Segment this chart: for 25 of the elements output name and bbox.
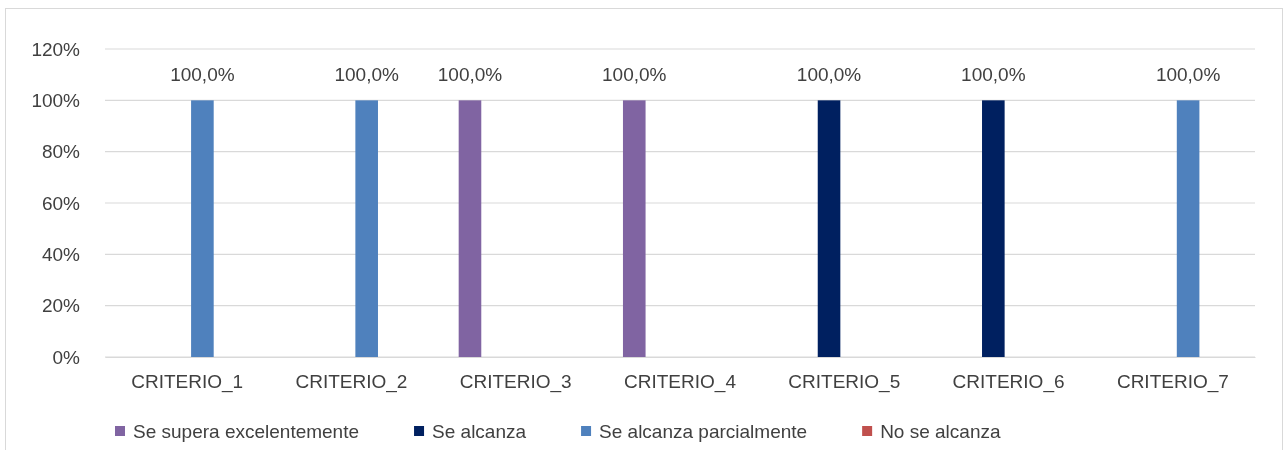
legend-label: No se alcanza [880,420,1001,442]
data-label: 100,0% [796,64,862,86]
y-tick-label: 20% [41,295,81,317]
data-label: 100,0% [334,64,399,86]
data-label: 100,0% [1155,64,1221,86]
legend-label: Se alcanza [432,420,527,442]
x-tick-label: CRITERIO_4 [624,371,737,394]
x-tick-label: CRITERIO_5 [788,371,901,394]
data-label: 100,0% [170,64,235,86]
x-tick-label: CRITERIO_3 [459,371,572,394]
legend-label: Se alcanza parcialmente [599,420,808,442]
x-tick-label: CRITERIO_1 [131,371,244,394]
data-label: 100,0% [602,64,667,86]
x-tick-label: CRITERIO_6 [952,371,1065,394]
y-tick-label: 80% [41,141,81,163]
data-label: 100,0% [961,64,1026,86]
y-tick-label: 40% [41,243,81,265]
x-tick-label: CRITERIO_2 [295,371,408,394]
y-tick-label: 100% [31,89,81,111]
x-tick-label: CRITERIO_7 [1116,371,1229,394]
y-tick-label: 0% [52,346,81,368]
data-label: 100,0% [437,64,503,86]
y-tick-label: 60% [41,192,81,214]
legend-label: Se supera excelentemente [133,420,360,442]
y-tick-label: 120% [31,38,81,60]
